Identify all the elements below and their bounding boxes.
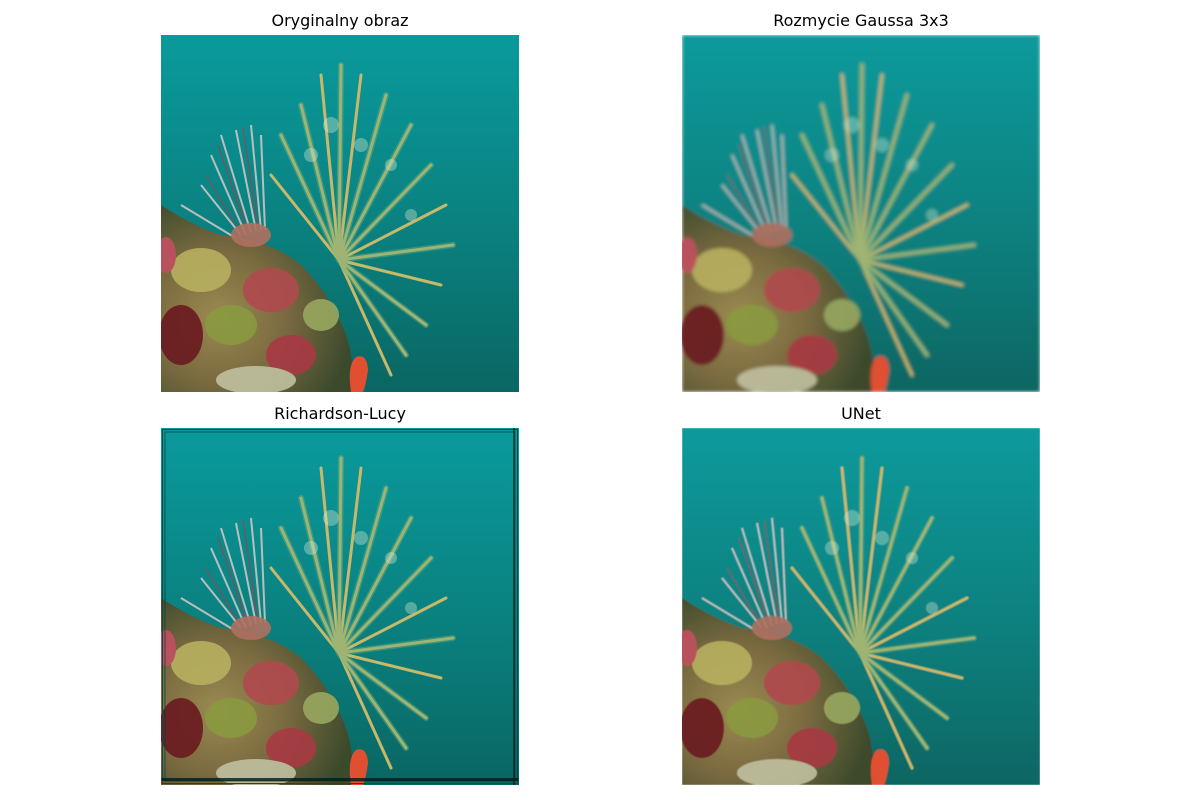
unet-image: [682, 428, 1040, 785]
original-image: [161, 35, 519, 392]
blurred-image: [682, 35, 1040, 392]
panel-title: Richardson-Lucy: [274, 404, 406, 423]
richardson-lucy-image: [161, 428, 519, 785]
panel-title: Oryginalny obraz: [271, 11, 409, 30]
panel-title: UNet: [841, 404, 881, 423]
panel-title: Rozmycie Gaussa 3x3: [773, 11, 949, 30]
